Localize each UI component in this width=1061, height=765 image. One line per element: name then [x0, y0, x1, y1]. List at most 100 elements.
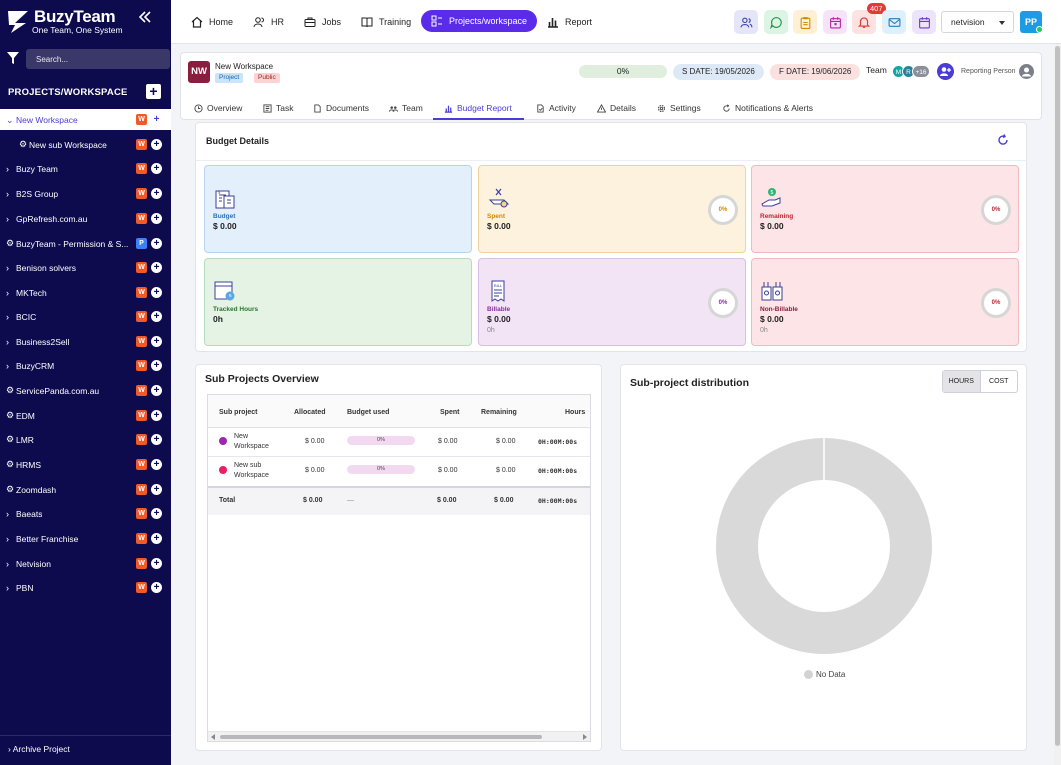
sidebar-item[interactable]: › BuzyCRM W +	[6, 359, 166, 375]
collapse-sidebar-icon[interactable]	[138, 10, 152, 24]
sidebar-item[interactable]: ⚙ Zoomdash W +	[6, 483, 166, 499]
nav-hr[interactable]: HR	[253, 12, 284, 32]
add-subproject-icon[interactable]: +	[153, 114, 160, 125]
tab-task[interactable]: Task	[263, 101, 293, 115]
sidebar-item[interactable]: ⚙ BuzyTeam - Permission & S... P +	[6, 237, 166, 253]
add-subproject-icon[interactable]: +	[151, 336, 162, 347]
nav-training[interactable]: Training	[361, 12, 411, 32]
distribution-title: Sub-project distribution	[630, 377, 749, 389]
sidebar-search-input[interactable]	[26, 49, 170, 69]
sidebar-item-label: BuzyCRM	[16, 361, 55, 371]
budget-details-title: Budget Details	[206, 136, 270, 146]
notifications-button[interactable]	[852, 10, 876, 34]
toggle-hours[interactable]: HOURS	[943, 371, 981, 392]
add-subproject-icon[interactable]: +	[151, 311, 162, 322]
sidebar-item[interactable]: › B2S Group W +	[6, 187, 166, 203]
add-subproject-icon[interactable]: +	[151, 410, 162, 421]
add-subproject-icon[interactable]: +	[151, 533, 162, 544]
tab-details[interactable]: Details	[597, 101, 636, 115]
tab-activity[interactable]: Activity	[536, 101, 576, 115]
budget-tile: $ Budget $ 0.00	[204, 165, 472, 253]
workspace-type-badge: W	[136, 582, 147, 593]
online-status-dot	[1036, 26, 1043, 33]
sidebar-search-row	[6, 49, 170, 69]
tab-settings[interactable]: Settings	[657, 101, 701, 115]
team-more-count[interactable]: +16	[912, 65, 930, 78]
sidebar-item[interactable]: › GpRefresh.com.au W +	[6, 212, 166, 228]
page-scrollbar[interactable]	[1054, 44, 1061, 765]
sidebar-item[interactable]: › Baeats W +	[6, 507, 166, 523]
column-header: Spent	[440, 409, 460, 416]
scroll-left-icon[interactable]	[211, 734, 215, 740]
sidebar-item[interactable]: ⚙ EDM W +	[6, 409, 166, 425]
sidebar-item[interactable]: ⚙ HRMS W +	[6, 458, 166, 474]
sidebar-item[interactable]: ⌄ New Workspace W +	[6, 113, 166, 129]
toggle-cost[interactable]: COST	[989, 378, 1009, 385]
add-subproject-icon[interactable]: +	[151, 188, 162, 199]
schedule-button[interactable]	[912, 10, 936, 34]
nav-report[interactable]: Report	[547, 12, 592, 32]
add-subproject-icon[interactable]: +	[151, 262, 162, 273]
people-button[interactable]	[734, 10, 758, 34]
tile-hours: 0h	[760, 327, 768, 334]
total-label: Total	[219, 497, 236, 504]
nav-jobs[interactable]: Jobs	[304, 12, 341, 32]
projects-icon	[431, 15, 442, 27]
sidebar-item[interactable]: › MKTech W +	[6, 286, 166, 302]
brand-logo[interactable]: BuzyTeam One Team, One System	[6, 6, 146, 36]
add-subproject-icon[interactable]: +	[151, 385, 162, 396]
chevron-right-icon: ›	[6, 214, 9, 224]
scrollbar-thumb[interactable]	[220, 735, 542, 739]
add-subproject-icon[interactable]: +	[151, 558, 162, 569]
add-subproject-icon[interactable]: +	[151, 582, 162, 593]
percent-ring: 0%	[708, 288, 738, 318]
add-subproject-icon[interactable]: +	[151, 484, 162, 495]
scroll-right-icon[interactable]	[583, 734, 587, 740]
add-subproject-icon[interactable]: +	[151, 508, 162, 519]
nav-projects[interactable]: Projects/workspace	[421, 10, 538, 32]
mail-button[interactable]	[882, 10, 906, 34]
scrollbar-thumb[interactable]	[1055, 46, 1060, 746]
sidebar-item[interactable]: › Netvision W +	[6, 557, 166, 573]
clipboard-button[interactable]	[793, 10, 817, 34]
add-subproject-icon[interactable]: +	[151, 139, 162, 150]
tab-documents[interactable]: Documents	[313, 101, 369, 115]
tab-budget-report[interactable]: Budget Report	[444, 101, 512, 115]
add-subproject-icon[interactable]: +	[151, 434, 162, 445]
sidebar-item[interactable]: › Buzy Team W +	[6, 162, 166, 178]
nav-hr-label: HR	[271, 17, 284, 27]
chat-button[interactable]	[764, 10, 788, 34]
sidebar-item[interactable]: ⚙ New sub Workspace W +	[19, 138, 179, 154]
add-subproject-icon[interactable]: +	[151, 238, 162, 249]
tile-value: $ 0.00	[487, 221, 511, 231]
calendar-button[interactable]	[823, 10, 847, 34]
sidebar-item[interactable]: › Better Franchise W +	[6, 532, 166, 548]
add-subproject-icon[interactable]: +	[151, 213, 162, 224]
refresh-icon[interactable]	[997, 134, 1009, 146]
workspace-type-badge: W	[136, 508, 147, 519]
sidebar-item[interactable]: ⚙ LMR W +	[6, 433, 166, 449]
reporting-person-label: Reporting Person	[961, 68, 1016, 75]
sidebar-item[interactable]: ⚙ ServicePanda.com.au W +	[6, 384, 166, 400]
tab-notifications[interactable]: Notifications & Alerts	[722, 101, 813, 115]
sidebar-item[interactable]: › PBN W +	[6, 581, 166, 597]
sidebar-item[interactable]: › Business2Sell W +	[6, 335, 166, 351]
tab-team[interactable]: Team	[389, 101, 423, 115]
organization-select[interactable]: netvision	[941, 11, 1014, 33]
add-subproject-icon[interactable]: +	[151, 287, 162, 298]
tab-overview[interactable]: Overview	[194, 101, 242, 115]
add-member-button[interactable]	[937, 63, 954, 80]
add-project-button[interactable]: +	[146, 84, 161, 99]
reporting-person-avatar[interactable]	[1019, 64, 1034, 79]
filter-icon[interactable]	[7, 52, 19, 65]
add-subproject-icon[interactable]: +	[151, 459, 162, 470]
horizontal-scrollbar[interactable]	[208, 731, 590, 741]
add-subproject-icon[interactable]: +	[151, 360, 162, 371]
archive-project-link[interactable]: › Archive Project	[8, 744, 70, 754]
clock-icon	[194, 103, 203, 113]
row-hours: 0H:00M:00s	[538, 438, 578, 446]
sidebar-item[interactable]: › BCIC W +	[6, 310, 166, 326]
sidebar-item[interactable]: › Benison solvers W +	[6, 261, 166, 277]
add-subproject-icon[interactable]: +	[151, 163, 162, 174]
nav-home[interactable]: Home	[191, 12, 233, 32]
